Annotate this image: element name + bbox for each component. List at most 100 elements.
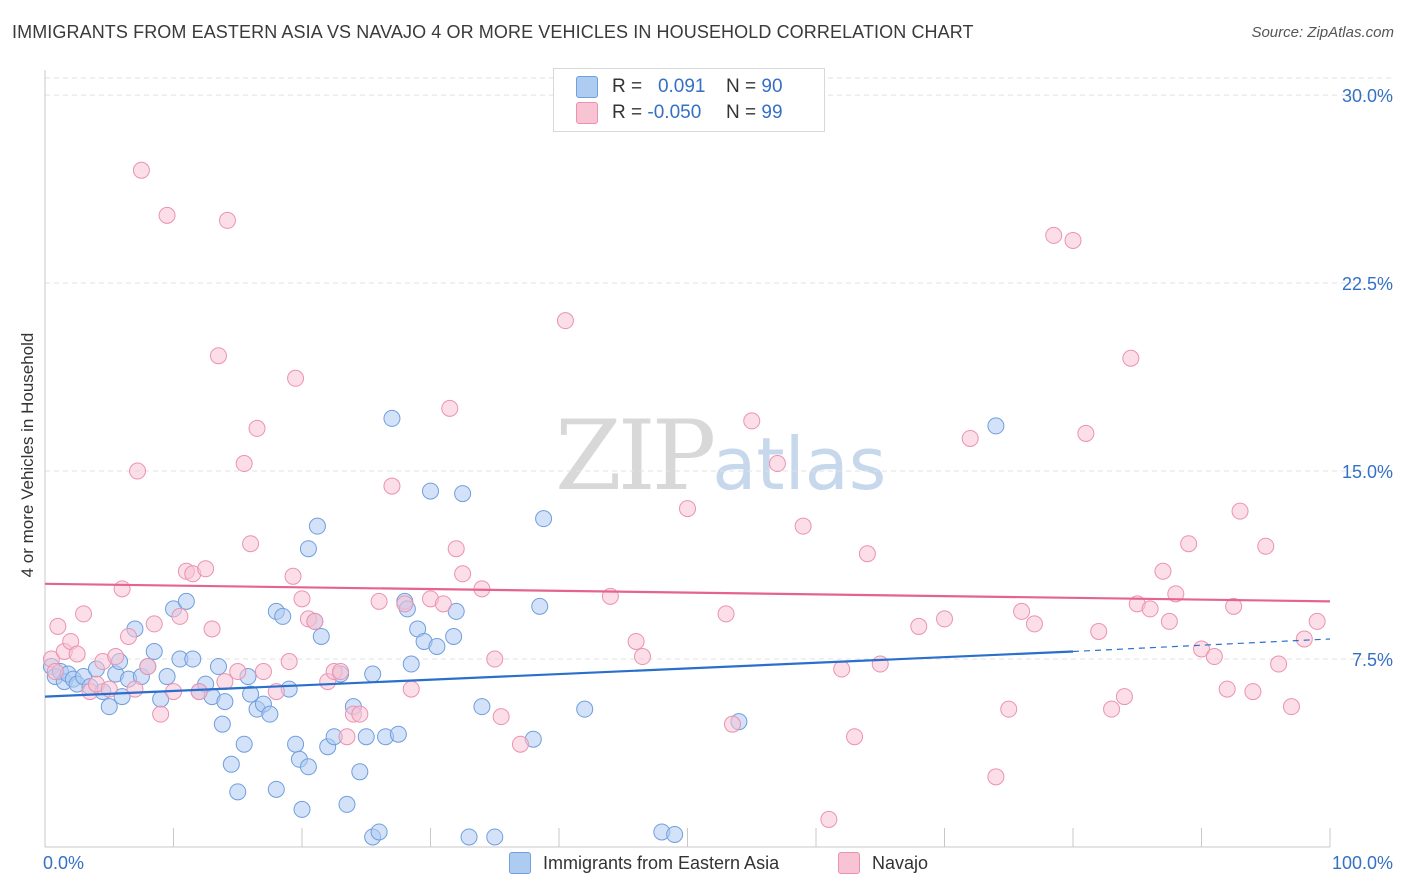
data-point: [634, 648, 652, 666]
grid-lines: [45, 77, 1392, 660]
data-point: [1244, 683, 1262, 701]
data-point: [910, 617, 928, 635]
legend-r-value: -0.050: [647, 102, 702, 123]
data-point: [107, 648, 125, 666]
data-point: [145, 615, 163, 633]
data-point: [1064, 231, 1082, 249]
data-point: [1122, 349, 1140, 367]
data-point: [248, 419, 266, 437]
data-point: [447, 602, 465, 620]
data-point: [743, 412, 761, 430]
tick-labels: 7.5% 15.0% 22.5% 30.0% 0.0% 100.0%: [43, 86, 1393, 873]
data-point: [1295, 630, 1313, 648]
data-point: [113, 580, 131, 598]
data-point: [338, 728, 356, 746]
data-point: [531, 597, 549, 615]
data-point: [229, 663, 247, 681]
legend-row-blue: R = 0.091 N = 90: [576, 74, 783, 100]
axes: [44, 70, 1331, 848]
data-point: [1231, 502, 1249, 520]
data-point: [287, 735, 305, 753]
watermark: ZIPatlas: [555, 400, 886, 512]
data-point: [447, 540, 465, 558]
data-point: [445, 627, 463, 645]
data-point: [987, 417, 1005, 435]
data-point: [434, 595, 452, 613]
series-legend-item-navajo: Navajo: [838, 852, 928, 874]
data-point: [100, 698, 118, 716]
data-point: [222, 755, 240, 773]
data-point: [460, 828, 478, 846]
legend-n-value: 99: [761, 102, 783, 123]
data-point: [254, 663, 272, 681]
legend-swatch-blue: [576, 76, 598, 98]
data-point: [556, 312, 574, 330]
data-point: [177, 592, 195, 610]
series-swatch-pink: [838, 852, 860, 874]
legend-n-label: N =: [726, 102, 757, 123]
data-point: [1000, 700, 1018, 718]
data-point: [242, 685, 260, 703]
watermark-zip: ZIP: [555, 400, 716, 512]
x-tick-label-min: 0.0%: [43, 853, 84, 873]
data-point: [209, 658, 227, 676]
series-legend-item-eastern-asia: Immigrants from Eastern Asia: [509, 852, 779, 874]
data-point: [197, 560, 215, 578]
data-point: [717, 605, 735, 623]
data-point: [287, 369, 305, 387]
data-point: [1013, 602, 1031, 620]
y-tick-label: 30.0%: [1342, 86, 1393, 106]
data-point: [357, 728, 375, 746]
data-point: [454, 565, 472, 583]
trend-line: [44, 582, 1331, 603]
data-point: [1308, 612, 1326, 630]
data-point: [49, 617, 67, 635]
trend-line-extension: [1072, 638, 1331, 653]
data-point: [129, 462, 147, 480]
data-point: [486, 650, 504, 668]
data-point: [132, 161, 150, 179]
data-point: [511, 735, 529, 753]
data-point: [666, 825, 684, 843]
data-point: [139, 658, 157, 676]
trend-lines: [44, 582, 1331, 698]
data-point: [1045, 226, 1063, 244]
data-point: [158, 668, 176, 686]
data-point: [46, 663, 64, 681]
data-point: [535, 510, 553, 528]
data-point: [332, 663, 350, 681]
data-point: [280, 653, 298, 671]
legend-swatch-pink: [576, 102, 598, 124]
data-point: [1218, 680, 1236, 698]
data-point: [1180, 535, 1198, 553]
data-point: [218, 211, 236, 229]
data-point: [235, 735, 253, 753]
data-point: [1141, 600, 1159, 618]
data-point: [152, 705, 170, 723]
data-point: [1090, 622, 1108, 640]
legend-r-label: R =: [612, 76, 643, 97]
data-point: [383, 409, 401, 427]
data-point: [267, 780, 285, 798]
data-point: [833, 660, 851, 678]
legend-r-value: 0.091: [657, 76, 706, 97]
data-point: [820, 810, 838, 828]
data-point: [203, 620, 221, 638]
data-point: [1154, 562, 1172, 580]
data-point: [402, 680, 420, 698]
data-point: [723, 715, 741, 733]
data-point: [768, 455, 786, 473]
data-point: [242, 535, 260, 553]
data-point: [213, 715, 231, 733]
data-point: [68, 645, 86, 663]
data-point: [846, 728, 864, 746]
data-point: [794, 517, 812, 535]
data-point: [171, 607, 189, 625]
legend-row-pink: R = -0.050 N = 99: [576, 100, 783, 126]
series-swatch-blue: [509, 852, 531, 874]
data-point: [1115, 688, 1133, 706]
x-tick-label-max: 100.0%: [1332, 853, 1393, 873]
data-point: [308, 517, 326, 535]
y-tick-label: 15.0%: [1342, 462, 1393, 482]
data-point: [274, 607, 292, 625]
